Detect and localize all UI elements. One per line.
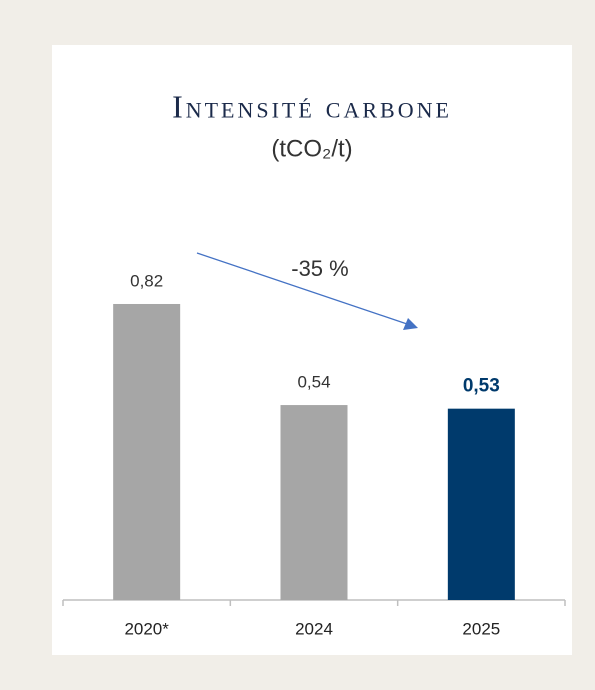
arrow-head <box>403 318 418 330</box>
x-tick-label: 2025 <box>462 619 500 638</box>
bar <box>447 408 515 600</box>
x-tick-label: 2024 <box>295 619 333 638</box>
x-tick-label: 2020* <box>124 619 169 638</box>
annotation: -35 % <box>291 256 348 281</box>
chart-title: Intensité carbone <box>172 88 452 124</box>
value-label: 0,54 <box>297 373 330 392</box>
trend-arrow <box>196 252 411 326</box>
value-label: 0,82 <box>130 271 163 290</box>
value-label: 0,53 <box>463 376 500 397</box>
chart-subtitle: (tCO₂/t) <box>271 135 352 162</box>
bar <box>280 405 348 600</box>
bar <box>113 303 181 600</box>
